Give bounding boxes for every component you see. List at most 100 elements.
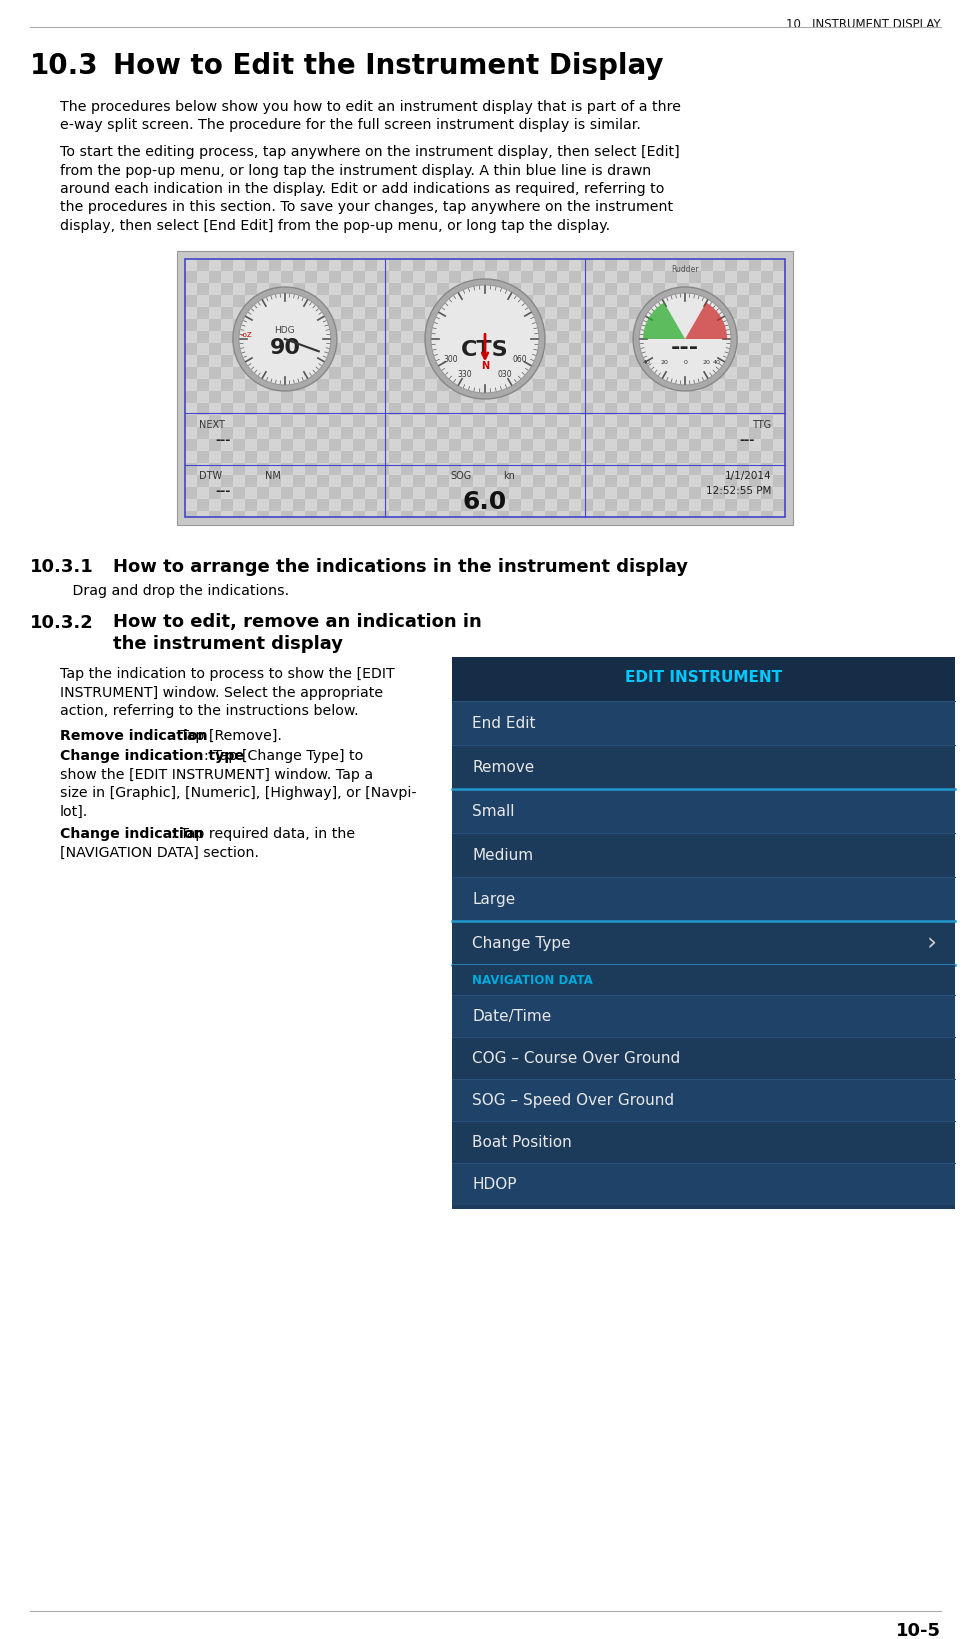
Bar bbox=[485, 343, 497, 356]
Bar bbox=[185, 475, 197, 487]
Bar bbox=[629, 331, 641, 343]
Bar bbox=[485, 500, 497, 511]
Bar bbox=[509, 511, 521, 518]
Bar bbox=[557, 511, 569, 518]
Bar bbox=[485, 308, 497, 320]
Bar bbox=[209, 320, 221, 331]
Bar bbox=[353, 356, 365, 367]
Text: : Tap [Change Type] to: : Tap [Change Type] to bbox=[204, 749, 363, 764]
Bar bbox=[461, 403, 473, 415]
Bar bbox=[449, 475, 461, 487]
Bar bbox=[389, 356, 401, 367]
Bar bbox=[281, 356, 293, 367]
Bar bbox=[353, 284, 365, 295]
Bar bbox=[377, 415, 389, 428]
Bar bbox=[425, 415, 437, 428]
Bar bbox=[449, 439, 461, 451]
Bar bbox=[377, 511, 389, 518]
Text: DTW: DTW bbox=[199, 470, 222, 480]
Bar bbox=[581, 284, 593, 295]
Bar bbox=[689, 259, 701, 272]
Bar bbox=[569, 428, 581, 439]
Bar bbox=[509, 295, 521, 308]
Bar bbox=[641, 295, 653, 308]
Text: Medium: Medium bbox=[472, 847, 533, 862]
Bar bbox=[617, 308, 629, 320]
Bar bbox=[257, 500, 269, 511]
Bar bbox=[197, 475, 209, 487]
Bar bbox=[749, 451, 761, 464]
Bar bbox=[185, 259, 197, 272]
Bar bbox=[233, 403, 245, 415]
Bar bbox=[281, 308, 293, 320]
Bar bbox=[209, 259, 221, 272]
Bar bbox=[425, 487, 437, 500]
Bar bbox=[437, 356, 449, 367]
Bar bbox=[761, 331, 773, 343]
Bar bbox=[569, 379, 581, 392]
Bar bbox=[521, 451, 533, 464]
Bar bbox=[617, 356, 629, 367]
Bar bbox=[245, 295, 257, 308]
Text: 40: 40 bbox=[713, 361, 721, 365]
Bar bbox=[605, 356, 617, 367]
Bar bbox=[413, 487, 425, 500]
Bar bbox=[341, 379, 353, 392]
Bar bbox=[389, 428, 401, 439]
Bar bbox=[221, 500, 233, 511]
Bar bbox=[629, 464, 641, 475]
Bar bbox=[281, 367, 293, 379]
Bar bbox=[281, 487, 293, 500]
Bar bbox=[521, 367, 533, 379]
Bar bbox=[197, 500, 209, 511]
Bar bbox=[581, 500, 593, 511]
Bar bbox=[605, 320, 617, 331]
Bar bbox=[449, 403, 461, 415]
Bar bbox=[425, 451, 437, 464]
Text: Small: Small bbox=[472, 803, 515, 818]
Text: the instrument display: the instrument display bbox=[113, 634, 343, 652]
Bar bbox=[557, 439, 569, 451]
Bar bbox=[497, 379, 509, 392]
Bar bbox=[377, 284, 389, 295]
Text: HDG: HDG bbox=[275, 326, 295, 334]
Bar bbox=[569, 272, 581, 284]
Bar bbox=[629, 392, 641, 403]
Bar bbox=[713, 356, 725, 367]
Bar bbox=[701, 500, 713, 511]
Bar bbox=[761, 284, 773, 295]
Bar bbox=[545, 392, 557, 403]
Bar bbox=[725, 511, 737, 518]
Bar bbox=[413, 500, 425, 511]
Bar bbox=[761, 500, 773, 511]
Text: How to edit, remove an indication in: How to edit, remove an indication in bbox=[113, 613, 482, 631]
Bar bbox=[509, 331, 521, 343]
Bar bbox=[761, 475, 773, 487]
Bar bbox=[245, 451, 257, 464]
Bar bbox=[377, 392, 389, 403]
Bar bbox=[452, 788, 955, 833]
Bar bbox=[389, 284, 401, 295]
Bar bbox=[749, 403, 761, 415]
Bar bbox=[413, 379, 425, 392]
Text: Boat Position: Boat Position bbox=[472, 1134, 572, 1149]
Bar bbox=[389, 259, 401, 272]
Bar bbox=[713, 320, 725, 331]
Bar bbox=[341, 464, 353, 475]
Bar bbox=[545, 487, 557, 500]
Bar bbox=[209, 428, 221, 439]
Bar bbox=[617, 343, 629, 356]
Bar bbox=[425, 379, 437, 392]
Bar bbox=[341, 487, 353, 500]
Bar bbox=[329, 415, 341, 428]
Bar bbox=[725, 272, 737, 284]
Bar bbox=[329, 500, 341, 511]
Bar bbox=[305, 284, 317, 295]
Bar bbox=[761, 356, 773, 367]
Bar bbox=[629, 320, 641, 331]
Bar bbox=[569, 308, 581, 320]
Bar bbox=[185, 464, 197, 475]
Bar bbox=[389, 320, 401, 331]
Bar bbox=[221, 428, 233, 439]
Bar bbox=[317, 308, 329, 320]
